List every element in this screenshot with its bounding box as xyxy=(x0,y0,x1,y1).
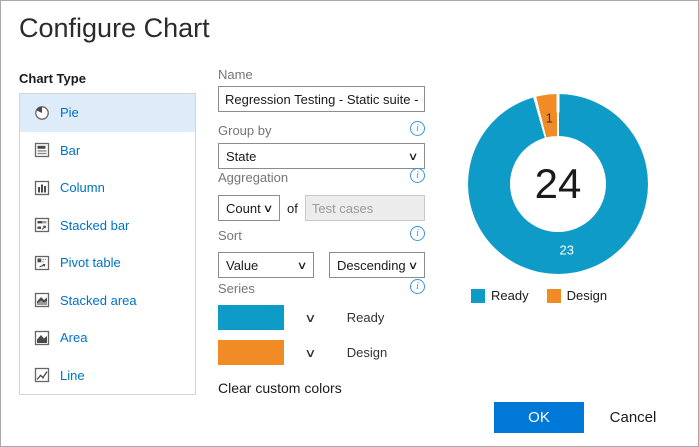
slice-value-label-ready: 23 xyxy=(559,242,574,258)
chart-type-item-bar[interactable]: Bar xyxy=(20,132,195,170)
chart-type-label: Pie xyxy=(60,105,79,121)
series-color-swatch-ready[interactable] xyxy=(218,305,284,330)
chart-type-item-stacked-bar[interactable]: Stacked bar xyxy=(20,207,195,245)
chevron-down-icon[interactable]: ∨ xyxy=(304,345,317,360)
chart-type-item-pie[interactable]: Pie xyxy=(20,94,195,132)
chart-type-item-line[interactable]: Line xyxy=(20,357,195,395)
chevron-down-icon[interactable]: ∨ xyxy=(304,310,317,325)
chart-legend: Ready Design xyxy=(471,288,607,303)
slice-value-label-design: 1 xyxy=(545,110,553,126)
chart-type-label: Column xyxy=(60,180,105,196)
series-info-icon[interactable]: i xyxy=(410,279,425,294)
clear-custom-colors-link[interactable]: Clear custom colors xyxy=(218,380,342,396)
legend-swatch-design xyxy=(546,288,561,303)
group-by-dropdown[interactable]: State ∨ xyxy=(218,143,425,169)
chart-type-heading: Chart Type xyxy=(19,71,86,86)
chart-type-item-pivot-table[interactable]: Pivot table xyxy=(20,244,195,282)
name-label: Name xyxy=(218,67,253,82)
pivot-table-icon xyxy=(34,255,50,271)
chart-type-label: Stacked area xyxy=(60,292,137,308)
sort-direction-value: Descending xyxy=(337,257,406,273)
column-icon xyxy=(34,180,50,196)
aggregation-value: Count xyxy=(226,200,261,216)
sort-field-value: Value xyxy=(226,257,259,273)
group-by-label: Group by xyxy=(218,123,272,138)
aggregation-dropdown[interactable]: Count ∨ xyxy=(218,195,280,221)
cancel-button[interactable]: Cancel xyxy=(596,402,670,433)
dialog-title: Configure Chart xyxy=(19,13,210,43)
chart-type-label: Area xyxy=(60,330,88,346)
series-color-swatch-design[interactable] xyxy=(218,340,284,365)
line-icon xyxy=(34,367,50,383)
chart-type-label: Line xyxy=(60,367,85,383)
area-icon xyxy=(34,330,50,346)
sort-field-dropdown[interactable]: Value ∨ xyxy=(218,252,314,278)
chart-type-list: Pie Bar Column Stacked bar Pivot table xyxy=(19,93,196,395)
legend-item-ready: Ready xyxy=(471,288,529,303)
aggregation-field-input xyxy=(304,195,425,221)
sort-direction-dropdown[interactable]: Descending ∨ xyxy=(329,252,425,278)
stacked-area-icon xyxy=(34,292,50,308)
pie-icon xyxy=(34,105,50,121)
chart-type-label: Bar xyxy=(60,142,81,158)
sort-info-icon[interactable]: i xyxy=(410,226,425,241)
aggregation-label: Aggregation xyxy=(218,170,289,185)
legend-item-design: Design xyxy=(546,288,608,303)
chart-type-label: Stacked bar xyxy=(60,217,130,233)
stacked-bar-icon xyxy=(34,217,50,233)
donut-center: 24 xyxy=(510,136,606,232)
chevron-down-icon: ∨ xyxy=(407,150,419,163)
legend-label-ready: Ready xyxy=(491,288,529,303)
sort-label: Sort xyxy=(218,228,242,243)
chevron-down-icon: ∨ xyxy=(262,202,274,215)
group-by-info-icon[interactable]: i xyxy=(410,121,425,136)
chart-type-item-area[interactable]: Area xyxy=(20,319,195,357)
chart-type-item-column[interactable]: Column xyxy=(20,169,195,207)
chevron-down-icon: ∨ xyxy=(407,259,419,272)
donut-chart: 24 23 1 xyxy=(468,94,648,274)
aggregation-info-icon[interactable]: i xyxy=(410,168,425,183)
chart-type-item-stacked-area[interactable]: Stacked area xyxy=(20,282,195,320)
legend-swatch-ready xyxy=(471,288,485,303)
aggregation-of-label: of xyxy=(287,200,298,216)
series-name-design: Design xyxy=(346,345,388,360)
ok-button[interactable]: OK xyxy=(494,402,584,433)
chart-name-input[interactable] xyxy=(218,86,425,112)
series-label: Series xyxy=(218,281,255,296)
group-by-value: State xyxy=(226,148,257,164)
legend-label-design: Design xyxy=(566,288,608,303)
series-name-ready: Ready xyxy=(346,310,385,325)
bar-icon xyxy=(34,142,50,158)
chart-type-label: Pivot table xyxy=(60,255,121,271)
chevron-down-icon: ∨ xyxy=(296,259,308,272)
donut-total-value: 24 xyxy=(534,160,582,207)
